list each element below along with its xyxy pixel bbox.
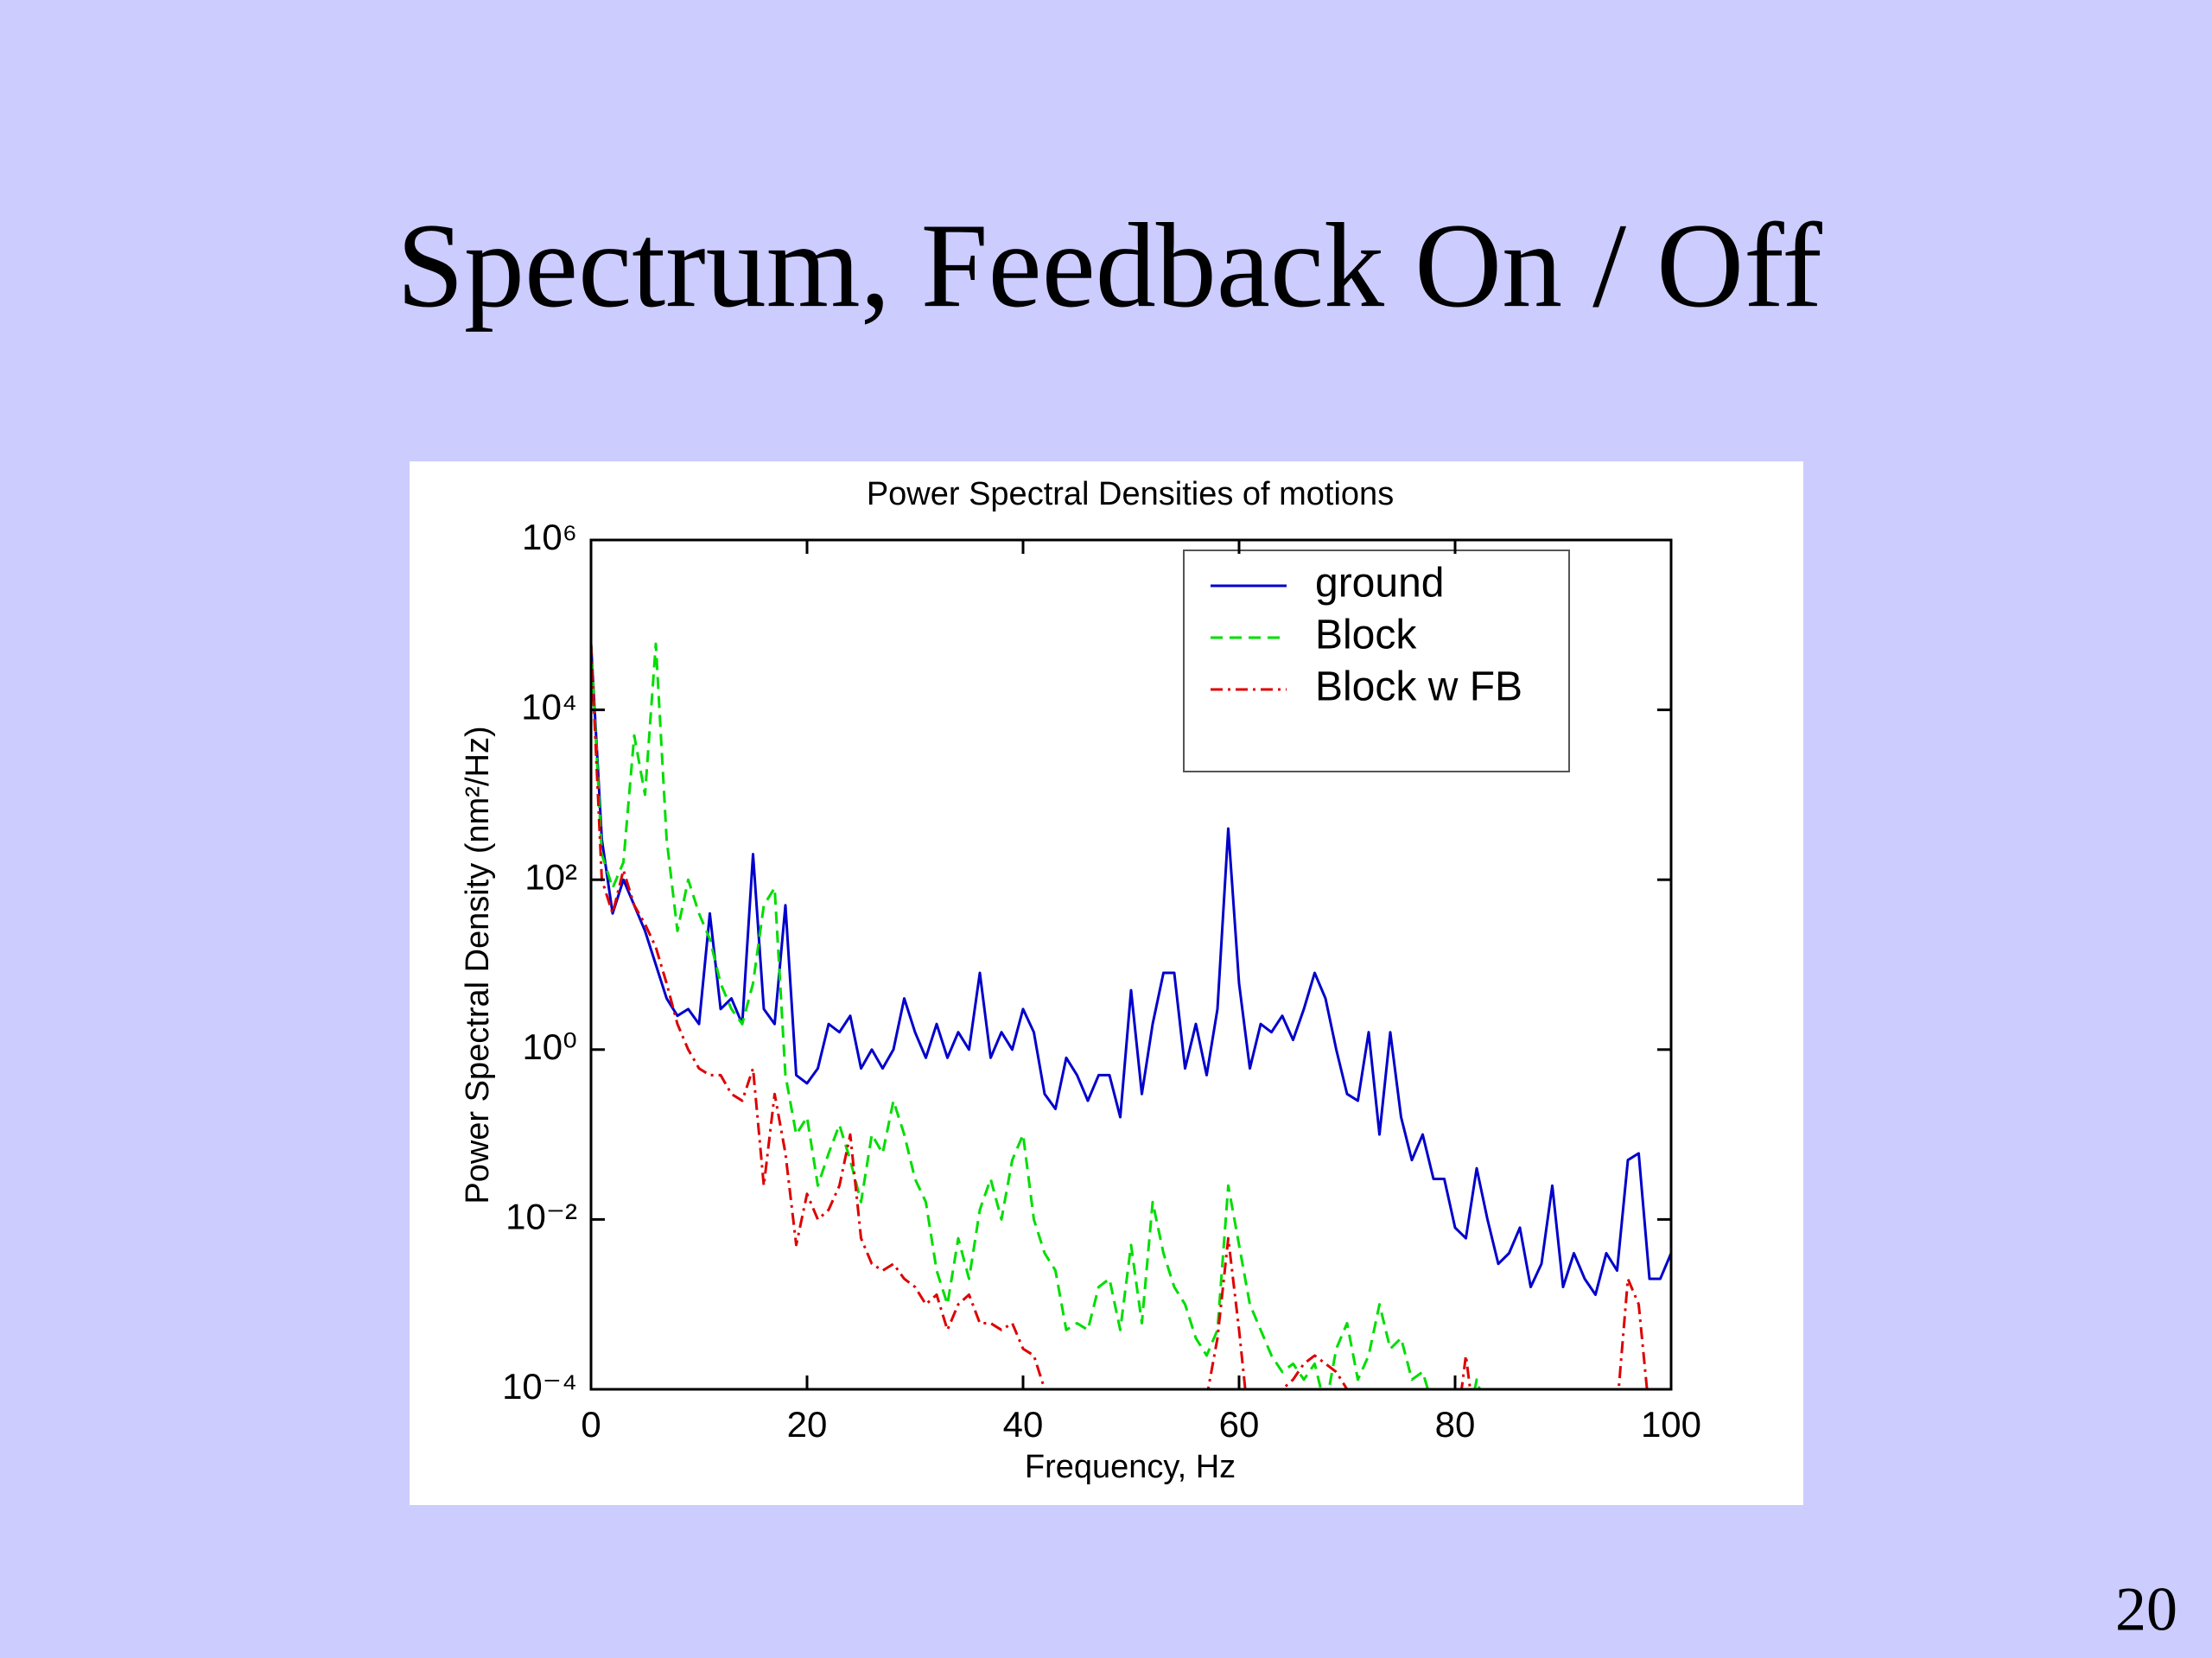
series-line [591,642,1482,1389]
series-line [591,644,1671,1296]
y-axis-label: Power Spectral Density (nm²/Hz) [460,726,496,1204]
y-tick-label: 10⁶ [522,517,577,557]
legend-label: Block [1315,613,1417,658]
x-tick-label: 40 [1003,1404,1044,1445]
x-tick-label: 100 [1641,1404,1701,1445]
y-tick-label: 10⁰ [522,1026,577,1067]
y-tick-label: 10² [524,856,577,897]
x-tick-label: 80 [1435,1404,1476,1445]
x-tick-label: 0 [581,1404,601,1445]
y-tick-label: 10⁴ [521,687,577,727]
figure-background [410,461,1803,1505]
slide-title: Spectrum, Feedback On / Off [397,199,1822,333]
plot-lines [591,642,1671,1389]
y-tick-label: 10⁻⁴ [502,1366,577,1407]
legend-box [1183,549,1570,772]
x-tick-label: 60 [1219,1404,1260,1445]
legend-label: ground [1315,561,1444,607]
x-tick-label: 20 [787,1404,828,1445]
plot-frame [589,538,1673,1391]
legend: ground Block Block w FB [1183,549,1570,772]
legend-label: Block w FB [1315,664,1522,710]
y-tick-label: 10⁻² [505,1196,577,1236]
x-axis-label: Frequency, Hz [1025,1449,1236,1485]
chart-title: Power Spectral Densities of motions [867,476,1394,512]
page-number: 20 [2115,1575,2177,1644]
